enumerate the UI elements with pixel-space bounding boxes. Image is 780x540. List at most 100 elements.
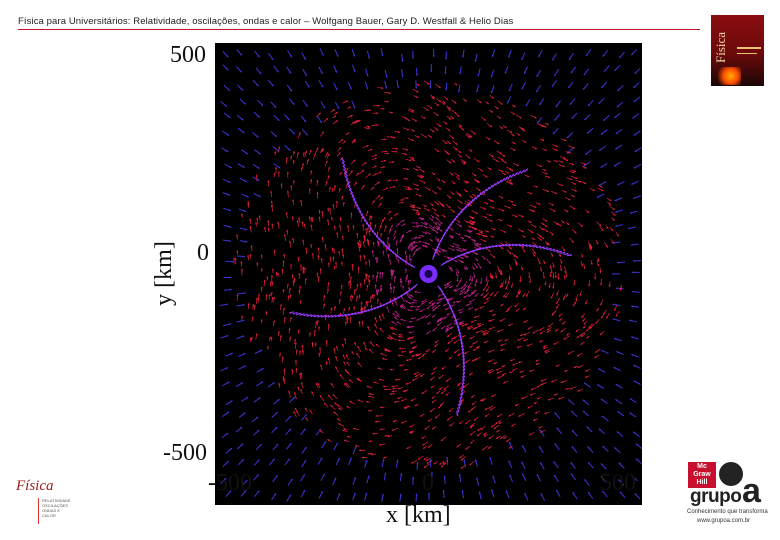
field-arrow-outer-head xyxy=(522,473,525,476)
field-arrow-inner-head xyxy=(508,446,512,449)
field-arrow-inner-head xyxy=(350,170,353,173)
field-arrow-inner-head xyxy=(485,235,488,238)
field-arrow-outer-head xyxy=(569,57,571,60)
field-arrow-inner-head xyxy=(363,341,366,345)
field-arrow-inner-head xyxy=(363,278,366,281)
field-arrow-inner-head xyxy=(270,336,273,339)
jet-arrow-head xyxy=(499,179,502,182)
field-arrow-outer-head xyxy=(353,477,356,480)
field-arrow-outer-head xyxy=(554,118,557,121)
field-arrow-inner-head xyxy=(527,327,531,330)
field-arrow-outer-head xyxy=(256,416,259,419)
field-arrow-outer-head xyxy=(231,260,234,263)
field-arrow-inner-head xyxy=(486,230,489,233)
field-arrow-inner-head xyxy=(456,274,459,277)
field-arrow-outer-head xyxy=(229,225,232,228)
field-arrow-inner-head xyxy=(426,307,429,310)
field-arrow-inner-head xyxy=(498,116,501,119)
field-arrow-inner-head xyxy=(457,114,460,117)
field-arrow-outer-head xyxy=(244,180,247,182)
field-arrow-inner-head xyxy=(268,293,271,296)
field-arrow-inner-head xyxy=(470,441,473,444)
field-arrow-inner-head xyxy=(369,221,372,224)
field-arrow-outer-head xyxy=(228,323,231,326)
field-arrow-inner-head xyxy=(315,383,318,386)
field-arrow-inner-head xyxy=(545,351,548,354)
field-arrow-outer-head xyxy=(385,75,388,78)
field-arrow-outer-head xyxy=(631,475,634,478)
field-arrow-inner-head xyxy=(540,379,543,382)
field-arrow-inner-head xyxy=(416,135,420,138)
field-arrow-inner-head xyxy=(268,336,271,339)
field-arrow-inner-head xyxy=(377,367,381,370)
field-arrow-inner-head xyxy=(330,404,333,407)
field-arrow-inner-head xyxy=(438,124,442,127)
field-arrow-inner-head xyxy=(587,210,590,213)
jet-arrow-head xyxy=(361,311,364,313)
field-arrow-outer-head xyxy=(571,116,574,119)
field-arrow-outer-head xyxy=(617,88,620,92)
field-arrow-outer-head xyxy=(225,367,228,370)
field-arrow-inner-head xyxy=(612,218,615,221)
field-arrow-inner-head xyxy=(469,203,472,206)
field-arrow-inner-head xyxy=(310,170,313,173)
field-arrow-inner-head xyxy=(485,279,488,282)
field-arrow-inner-head xyxy=(392,286,396,289)
field-arrow-inner-head xyxy=(258,215,261,218)
field-arrow-inner-head xyxy=(449,286,452,289)
field-arrow-inner-head xyxy=(493,362,496,365)
field-arrow-inner-head xyxy=(473,132,476,135)
field-arrow-inner-head xyxy=(454,289,457,292)
field-arrow-outer-head xyxy=(323,441,326,444)
y-tick-0: 0 xyxy=(197,240,209,266)
field-arrow-inner-head xyxy=(297,386,300,389)
field-arrow-inner-head xyxy=(397,354,400,357)
field-arrow-inner-head xyxy=(473,194,476,197)
field-arrow-inner-head xyxy=(464,99,467,102)
field-arrow-inner-head xyxy=(372,274,375,277)
field-arrow-outer-head xyxy=(602,490,605,493)
field-arrow-inner-head xyxy=(467,326,470,329)
field-arrow-inner-head xyxy=(325,180,328,183)
field-arrow-inner-head xyxy=(440,229,443,232)
field-arrow-inner-head xyxy=(416,354,420,356)
field-arrow-inner-head xyxy=(377,104,380,107)
field-arrow-inner-head xyxy=(361,169,364,172)
field-arrow-inner-head xyxy=(411,354,414,357)
field-arrow-inner-head xyxy=(293,392,296,395)
field-arrow-inner-head xyxy=(452,248,455,251)
field-arrow-inner-head xyxy=(521,215,524,218)
field-arrow-inner-head xyxy=(391,327,394,330)
field-arrow-inner-head xyxy=(324,402,327,405)
field-arrow-inner-head xyxy=(552,276,555,279)
field-arrow-outer-head xyxy=(305,104,308,107)
field-arrow-inner-head xyxy=(558,397,561,400)
field-arrow-outer-head xyxy=(556,489,559,493)
field-arrow-inner-head xyxy=(565,387,568,390)
field-arrow-inner-head xyxy=(497,142,500,145)
field-arrow-inner-head xyxy=(450,304,454,307)
field-arrow-inner-head xyxy=(471,279,474,282)
field-arrow-inner-head xyxy=(376,231,379,234)
field-arrow-inner-head xyxy=(415,168,419,171)
field-arrow-inner-head xyxy=(548,325,551,328)
field-arrow-inner-head xyxy=(501,170,504,173)
jet-arrow-head xyxy=(508,243,511,246)
field-arrow-inner-head xyxy=(398,347,401,350)
field-arrow-outer-head xyxy=(366,87,369,90)
field-arrow-inner-head xyxy=(496,371,499,374)
field-arrow-inner-head xyxy=(382,357,385,360)
field-arrow-inner-head xyxy=(325,361,328,364)
field-arrow-inner-head xyxy=(300,382,303,385)
field-arrow-outer-head xyxy=(474,459,477,462)
field-arrow-inner-head xyxy=(413,299,416,302)
field-arrow-inner-head xyxy=(434,222,437,225)
field-arrow-inner-head xyxy=(451,315,454,318)
field-arrow-inner-head xyxy=(406,197,409,200)
field-arrow-inner-head xyxy=(500,304,503,307)
field-arrow-inner-head xyxy=(463,295,466,298)
field-arrow-inner-head xyxy=(551,254,554,257)
field-arrow-inner-head xyxy=(523,308,526,311)
field-arrow-inner-head xyxy=(453,322,456,325)
jet-arrow-head xyxy=(493,183,496,186)
